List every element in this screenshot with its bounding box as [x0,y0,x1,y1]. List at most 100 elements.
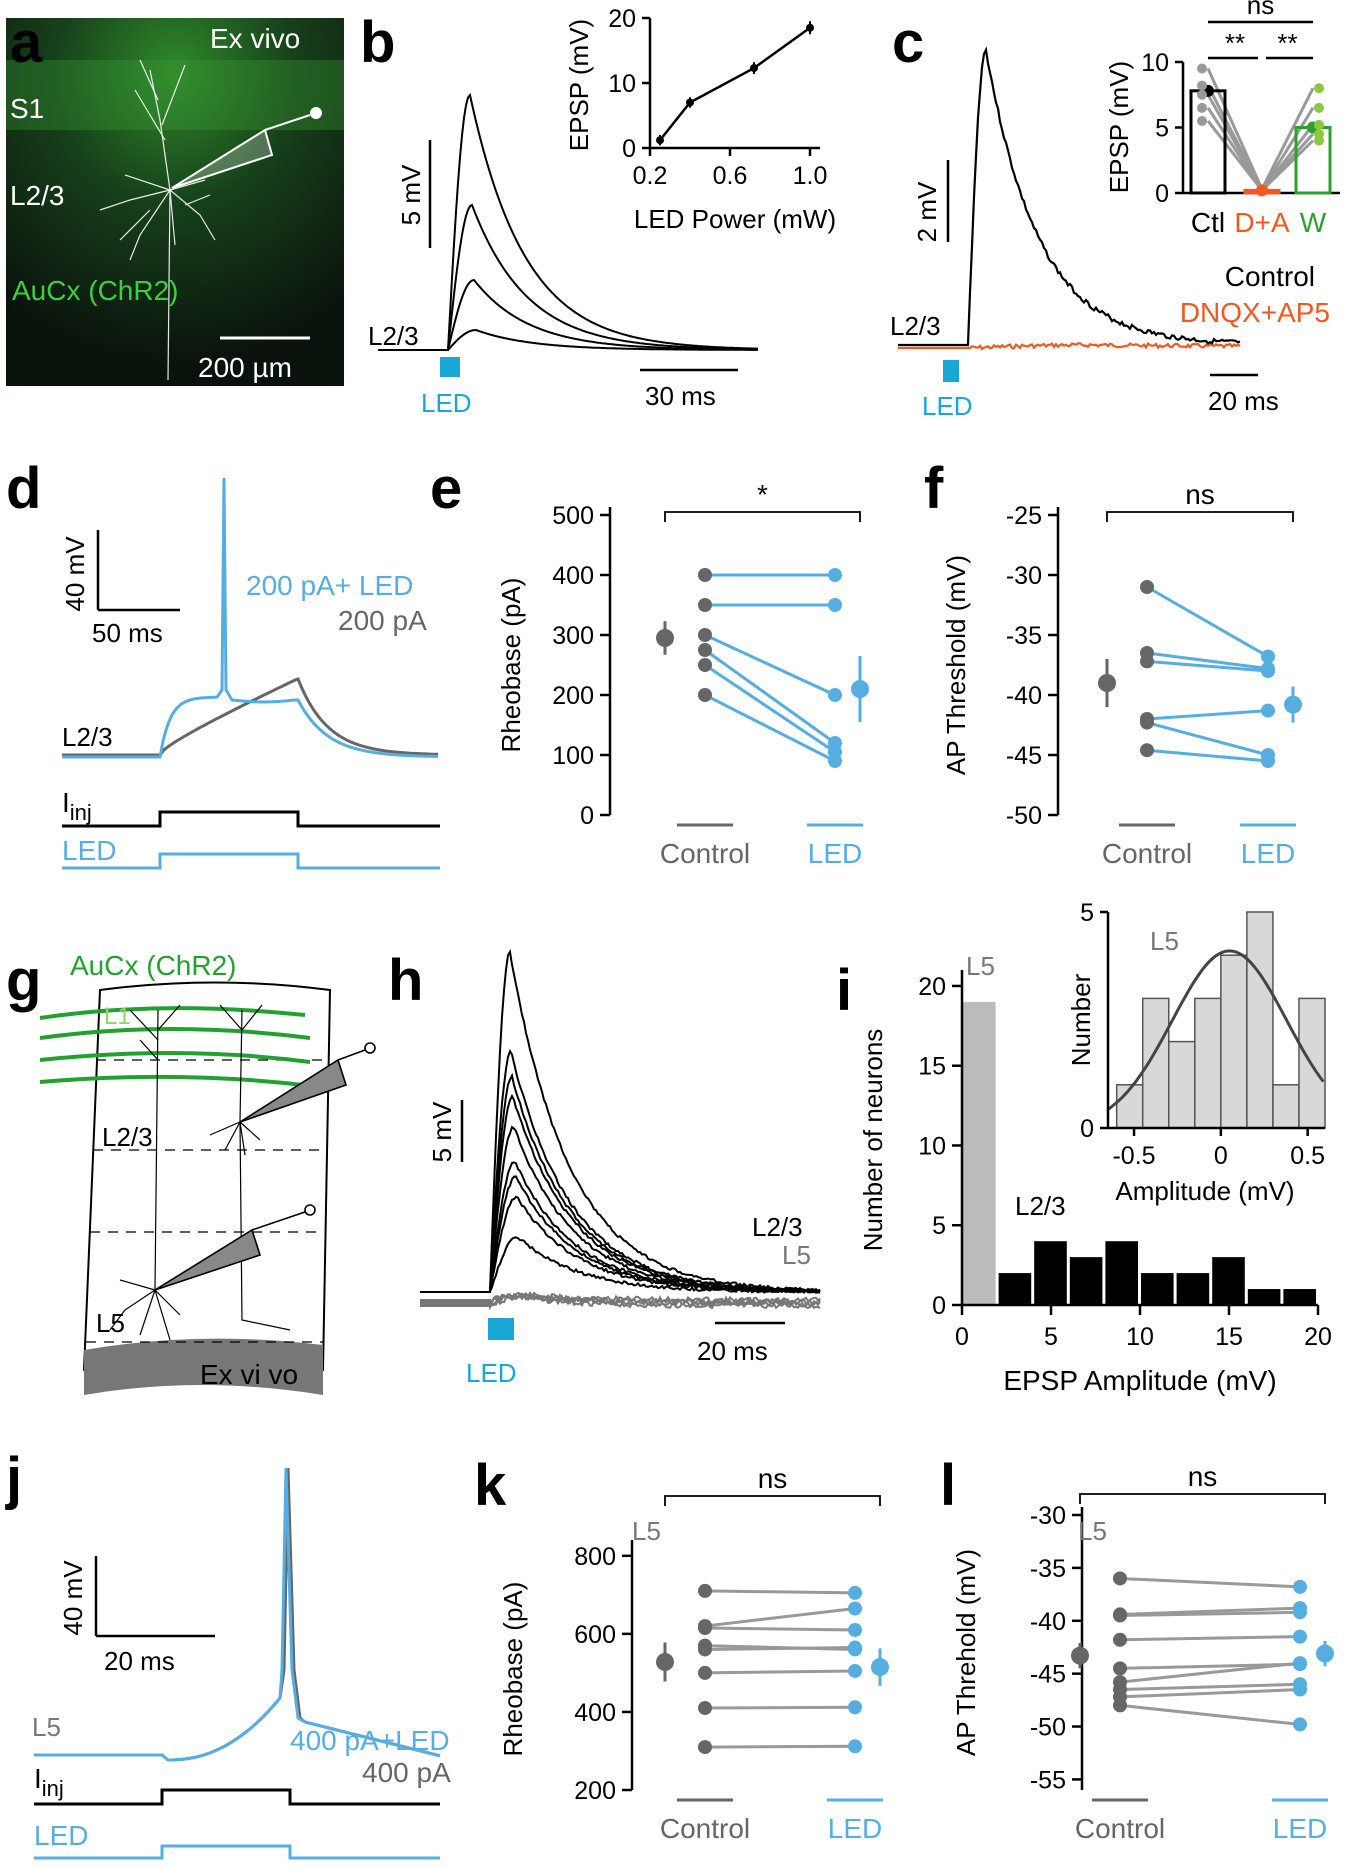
c-inset-ylabel: EPSP (mV) [1104,61,1134,193]
i-ytick-label: 5 [932,1212,946,1240]
panel-letter-c: c [892,10,924,75]
panel-letter-j: j [5,1446,22,1511]
i-bar-l23 [1069,1257,1103,1305]
panel-h: h 5 mV L2/3 L5 LED 20 ms [388,948,821,1388]
d-trace-led [62,477,439,759]
i-bar-l23 [1212,1257,1245,1305]
f-pair-line [1146,709,1269,721]
h-trace-l5-3 [420,1292,821,1308]
d-layer: L2/3 [62,722,113,752]
h-led-pulse [488,1318,514,1340]
l-pair-line [1119,1606,1301,1616]
d-trace-ctl-label: 200 pA [338,605,427,636]
l-pair-line [1119,1635,1301,1642]
f-point-control [1140,743,1154,758]
k-category-control: Control [660,1813,750,1844]
h-trace-l23-1 [420,949,821,1293]
k-pair-line [704,1744,856,1749]
k-point-control [698,1642,712,1657]
b-inset-ylabel: EPSP (mV) [564,19,594,151]
e-ylabel: Rheobase (pA) [496,578,526,753]
c-inset-point [1197,102,1207,113]
i-ylabel: Number of neurons [858,1029,888,1252]
panel-i-inset-chart: 05-0.500.51NumberAmplitude (mV)L5 [1066,899,1326,1206]
c-inset-sig-label: ns [1247,0,1274,20]
l-point-led [1293,1717,1307,1732]
b-inset-xlabel: LED Power (mW) [634,204,836,234]
c-inset-category: W [1300,207,1327,238]
i-bar-l23 [1034,1241,1067,1305]
k-ytick-label: 200 [574,1777,616,1805]
panel-i-chart: i 0 5 10 15 20 0 5 10 15 20 Number of neurons EPSP A… [836,951,1332,1396]
l-pair-line [1119,1610,1301,1617]
i-bar-l5 [962,1001,996,1305]
h-led-label: LED [466,1358,517,1388]
j-led-label: LED [34,1820,88,1851]
c-trace-control [898,46,1241,347]
panel-b: b 5 mV L2/3 LED 30 ms 0 10 20 0.2 0.6 1.0 EPSP… [360,5,836,418]
panel-a-title: Ex vivo [210,23,300,54]
l-ytick-label: -35 [1030,1555,1066,1583]
l-point-led [1293,1601,1307,1616]
pipette-icon-g [154,1042,376,1291]
i-xtick-label: 10 [1126,1323,1154,1351]
panel-l-chart: l -30 -35 -40 -45 -50 -55 AP Threhold (mV) Contr… [940,1453,1334,1844]
i-inset-gaussian-fit [1107,949,1325,1111]
j-iinj-step [34,1788,440,1806]
i-ytick-label: 15 [918,1053,946,1081]
b-trace-3 [378,278,758,351]
e-point-control [698,598,712,612]
e-category-control: Control [660,838,750,869]
panel-letter-a: a [10,10,43,75]
f-pair-line [1146,585,1269,658]
l-point-control [1113,1698,1127,1713]
l-ytick-label: -55 [1030,1766,1066,1794]
c-inset-mean-point [1256,184,1268,197]
i-ytick-label: 10 [918,1132,946,1160]
e-point-led [828,598,842,612]
f-pair-line [1146,721,1269,757]
c-led-label: LED [922,391,973,421]
k-category-led: LED [828,1813,882,1844]
h-epsp-traces [420,949,821,1311]
l-mean-point [1071,1646,1089,1665]
c-inset-sig-label: ** [1225,28,1245,58]
panel-a-region: S1 [10,93,44,124]
e-category-led: LED [808,838,862,869]
i-inset-bar [1272,1084,1300,1129]
k-ytick-label: 800 [574,1543,616,1571]
panel-letter-f: f [924,456,944,521]
f-ytick-label: -35 [1006,622,1042,650]
panel-j: j 40 mV 20 ms L5 400 pA+LED 400 pA Iinj … [5,1446,451,1860]
i-bar-l23 [998,1273,1032,1305]
d-traces [62,477,439,759]
k-ytick-label: 600 [574,1621,616,1649]
e-point-control [698,628,712,642]
pyramidal-neurons [109,1004,291,1341]
c-inset-ytick-label: 0 [1155,180,1169,208]
panel-k-chart: k 200 400 600 800 Rheobase (pA) Control LED ns L5 [474,1453,889,1844]
j-iinj: Iinj [34,1763,64,1801]
g-source: AuCx (ChR2) [70,950,236,981]
b-scale-t-label: 30 ms [645,381,716,411]
k-point-led [848,1601,862,1616]
i-xlabel: EPSP Amplitude (mV) [1003,1365,1276,1396]
k-tag: L5 [632,1516,661,1546]
b-layer: L2/3 [368,321,419,351]
k-pair-line [704,1607,856,1628]
e-ytick-label: 200 [552,682,594,710]
e-pair-line [704,693,836,763]
c-inset-ytick-label: 5 [1155,115,1169,143]
l-pair-line [1119,1703,1301,1726]
k-point-led [848,1700,862,1715]
panel-g: g [6,948,376,1395]
c-inset-category: D+A [1234,207,1290,238]
l-ylabel: AP Threhold (mV) [951,1549,981,1756]
e-ytick-label: 500 [552,502,594,530]
e-point-control [698,568,712,582]
h-scale-t-label: 20 ms [697,1336,768,1366]
c-inset-point [1197,89,1207,100]
j-iinj-sub: inj [42,1776,64,1801]
c-trace-dnqx [898,341,1241,351]
